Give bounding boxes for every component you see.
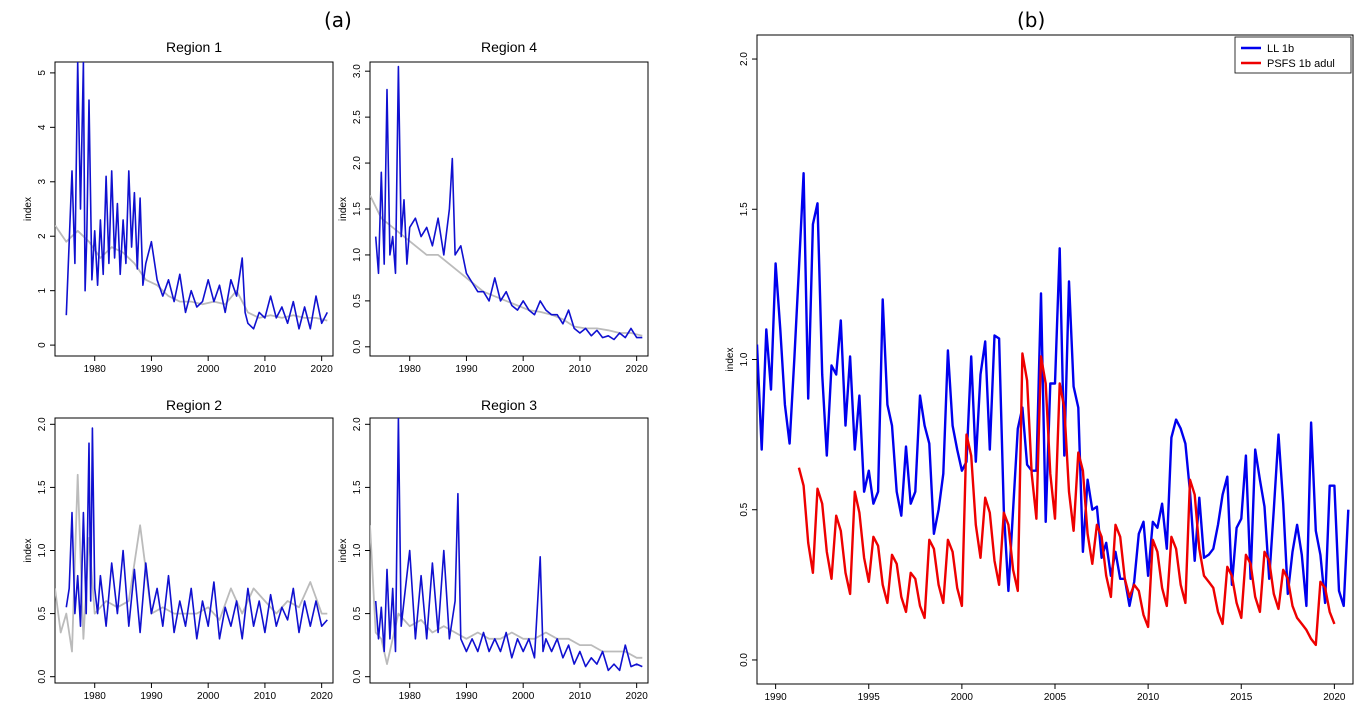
chart1-xtick-label: 2020 (311, 364, 334, 375)
chart1-series-predicted-line (55, 224, 328, 322)
chart2-series-predicted-line (370, 194, 643, 337)
chart1-xtick-label: 1980 (84, 364, 107, 375)
panel-label-b: (b) (1017, 8, 1046, 32)
chart2-ytick-label: 1.5 (352, 202, 363, 216)
chart5-ytick-label: 2.0 (739, 52, 750, 66)
chart3-series-predicted-line (55, 473, 328, 653)
chart5-series-s2-line (797, 352, 1336, 647)
chart4-xtick-label: 2010 (569, 691, 592, 702)
chart1-series-observed-line (65, 62, 329, 330)
chart4-ytick-label: 1.0 (352, 543, 363, 557)
chart2-series-observed-line (374, 65, 643, 341)
chart5-ytick-label: 1.5 (739, 202, 750, 216)
chart3-ytick-label: 2.0 (37, 417, 48, 431)
chart3-xtick-label: 2010 (254, 691, 277, 702)
chart4-ytick-label: 0.5 (352, 606, 363, 620)
chart2-title: Region 4 (481, 39, 537, 55)
chart4-title: Region 3 (481, 397, 537, 413)
chart1-ytick-label: 3 (37, 179, 48, 185)
chart5-xtick-label: 2010 (1137, 692, 1160, 703)
chart2-ytick-label: 1.0 (352, 248, 363, 262)
chart2-ylabel: index (338, 197, 349, 221)
chart1-ytick-label: 0 (37, 342, 48, 348)
chart3-plot-frame (54, 417, 334, 684)
chart5-ytick-label: 0.0 (739, 653, 750, 667)
chart4-ylabel: index (338, 539, 349, 563)
chart3-ytick-label: 0.0 (37, 669, 48, 683)
chart1-ytick-label: 5 (37, 70, 48, 76)
chart4-ytick-label: 0.0 (352, 669, 363, 683)
chart2-ytick-label: 2.5 (352, 110, 363, 124)
chart1-xtick-label: 2000 (197, 364, 220, 375)
chart3-ytick-label: 1.0 (37, 543, 48, 557)
chart2-xtick-label: 2010 (569, 364, 592, 375)
chart5-ylabel: index (725, 348, 736, 372)
chart1-plot-frame (54, 61, 334, 357)
chart3-xtick-label: 2000 (197, 691, 220, 702)
chart1-ytick-label: 1 (37, 287, 48, 293)
legend-label-1: LL 1b (1267, 43, 1294, 55)
chart2-xtick-label: 2000 (512, 364, 535, 375)
chart1-xtick-label: 1990 (140, 364, 163, 375)
chart1-ytick-label: 4 (37, 124, 48, 130)
chart1-ytick-label: 2 (37, 233, 48, 239)
chart5-xtick-label: 1990 (765, 692, 788, 703)
chart2-xtick-label: 2020 (626, 364, 649, 375)
chart4-xtick-label: 2000 (512, 691, 535, 702)
chart5-xtick-label: 2000 (951, 692, 974, 703)
chart2-plot-frame (369, 61, 649, 357)
chart4-ytick-label: 2.0 (352, 417, 363, 431)
chart2-ytick-label: 3.0 (352, 64, 363, 78)
legend-box (1234, 36, 1352, 74)
chart4-series-predicted-line (370, 525, 643, 665)
chart2-ytick-label: 0.5 (352, 293, 363, 307)
chart2-ytick-label: 2.0 (352, 156, 363, 170)
chart5-xtick-label: 1995 (858, 692, 881, 703)
chart3-ytick-label: 0.5 (37, 606, 48, 620)
chart5-xtick-label: 2015 (1230, 692, 1253, 703)
chart5-ytick-label: 0.5 (739, 502, 750, 516)
chart4-xtick-label: 2020 (626, 691, 649, 702)
chart1-xtick-label: 2010 (254, 364, 277, 375)
chart5-ytick-label: 1.0 (739, 352, 750, 366)
chart5-xtick-label: 2005 (1044, 692, 1067, 703)
chart2-xtick-label: 1990 (455, 364, 478, 375)
chart3-ytick-label: 1.5 (37, 480, 48, 494)
chart3-ylabel: index (23, 539, 34, 563)
chart2-ytick-label: 0.0 (352, 339, 363, 353)
chart3-xtick-label: 1980 (84, 691, 107, 702)
chart5-xtick-label: 2020 (1323, 692, 1346, 703)
chart3-series-observed-line (65, 427, 328, 640)
chart1-ylabel: index (23, 197, 34, 221)
chart3-xtick-label: 2020 (311, 691, 334, 702)
chart3-title: Region 2 (166, 397, 222, 413)
chart2-xtick-label: 1980 (399, 364, 422, 375)
chart4-xtick-label: 1980 (399, 691, 422, 702)
legend-label-2: PSFS 1b adul (1267, 58, 1335, 70)
chart5-series-s1-line (757, 171, 1350, 608)
chart3-xtick-label: 1990 (140, 691, 163, 702)
panel-label-a: (a) (324, 8, 352, 32)
chart1-title: Region 1 (166, 39, 222, 55)
chart4-ytick-label: 1.5 (352, 480, 363, 494)
chart4-xtick-label: 1990 (455, 691, 478, 702)
chart4-series-observed-line (374, 418, 643, 672)
